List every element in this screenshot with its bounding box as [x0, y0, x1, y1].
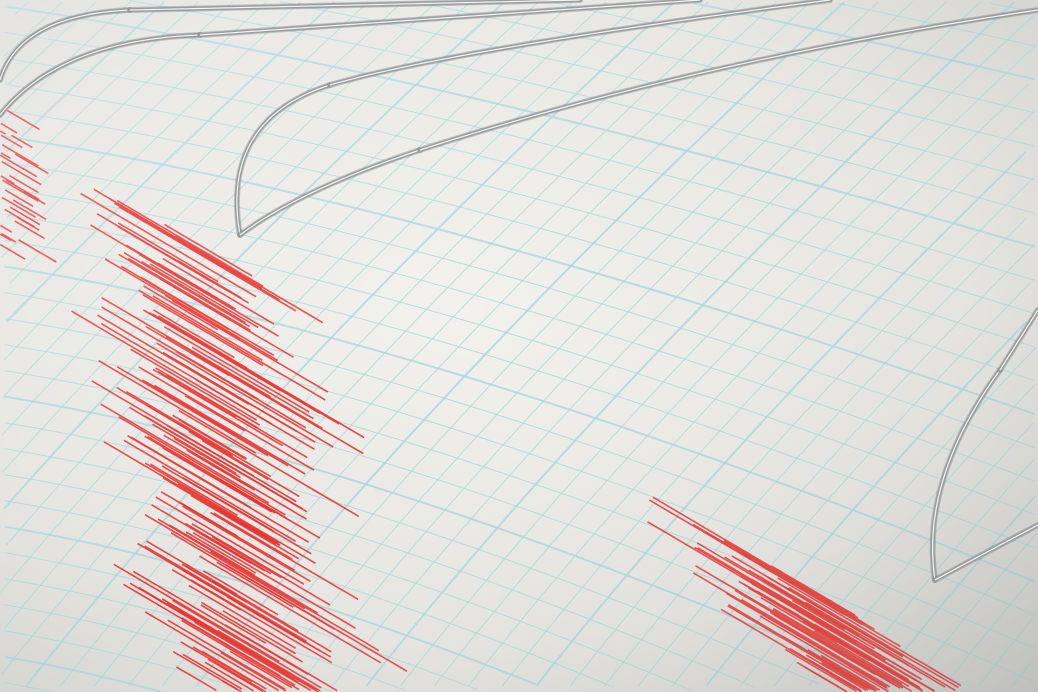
- needle-highlight: [934, 524, 1038, 581]
- needle-highlight: [199, 0, 701, 36]
- stylus-needles: [0, 0, 1038, 583]
- needle-highlight: [0, 9, 131, 81]
- needle-highlight: [129, 0, 581, 11]
- needle-highlight: [239, 149, 421, 236]
- needle-highlight: [0, 34, 201, 116]
- needle-highlight: [236, 84, 331, 236]
- needle-highlight: [931, 369, 1001, 581]
- needle-highlight: [329, 0, 831, 86]
- needle-highlight: [419, 9, 1038, 151]
- needle-highlight: [999, 309, 1038, 371]
